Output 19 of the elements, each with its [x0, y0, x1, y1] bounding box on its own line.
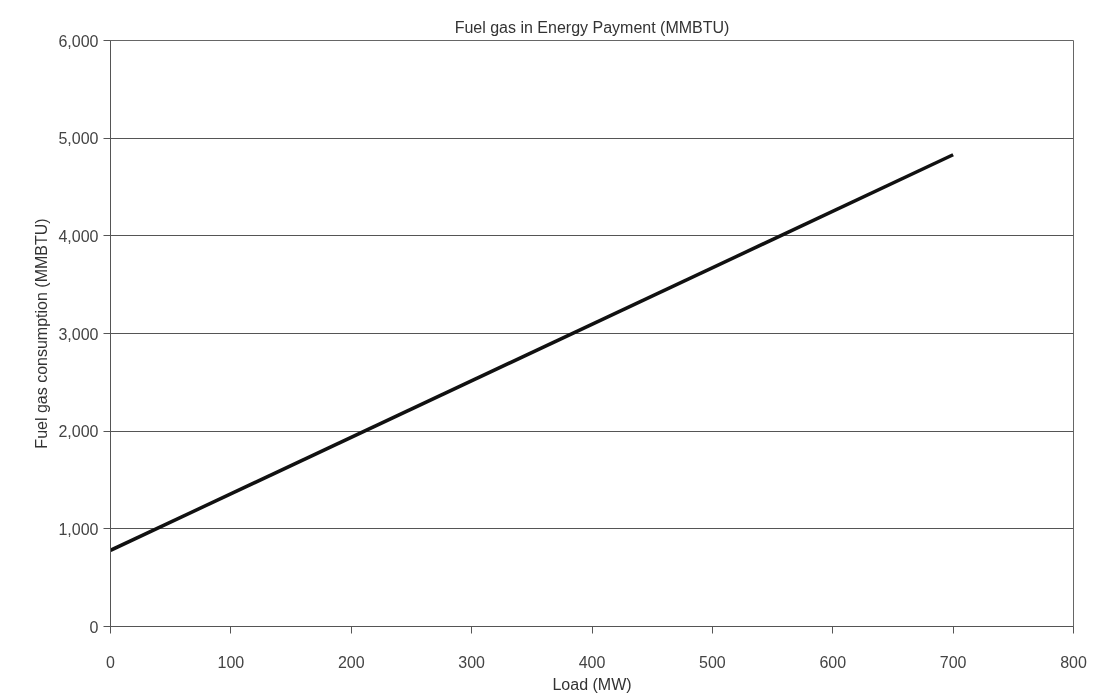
x-tick-label: 300: [458, 653, 486, 671]
x-tick-label: 500: [699, 653, 726, 671]
x-tick-label: 600: [819, 653, 847, 671]
x-tick-label: 400: [578, 653, 606, 671]
chart-title: Fuel gas in Energy Payment (MMBTU): [454, 18, 730, 36]
x-tick-label: 800: [1060, 653, 1087, 671]
y-tick-label: 3,000: [58, 325, 99, 343]
y-axis-title: Fuel gas consumption (MMBTU): [33, 218, 51, 449]
y-tick-label: 2,000: [58, 423, 99, 441]
y-tick-label: 0: [89, 618, 99, 636]
x-axis-title: Load (MW): [552, 675, 632, 693]
y-tick-label: 4,000: [58, 227, 99, 245]
y-tick-label: 6,000: [58, 32, 99, 50]
y-tick-label: 5,000: [58, 130, 99, 148]
x-tick-label: 700: [939, 653, 967, 671]
x-tick-label: 100: [217, 653, 245, 671]
x-tick-label: 200: [337, 653, 365, 671]
y-tick-label: 1,000: [58, 520, 99, 538]
x-tick-label: 0: [106, 653, 116, 671]
